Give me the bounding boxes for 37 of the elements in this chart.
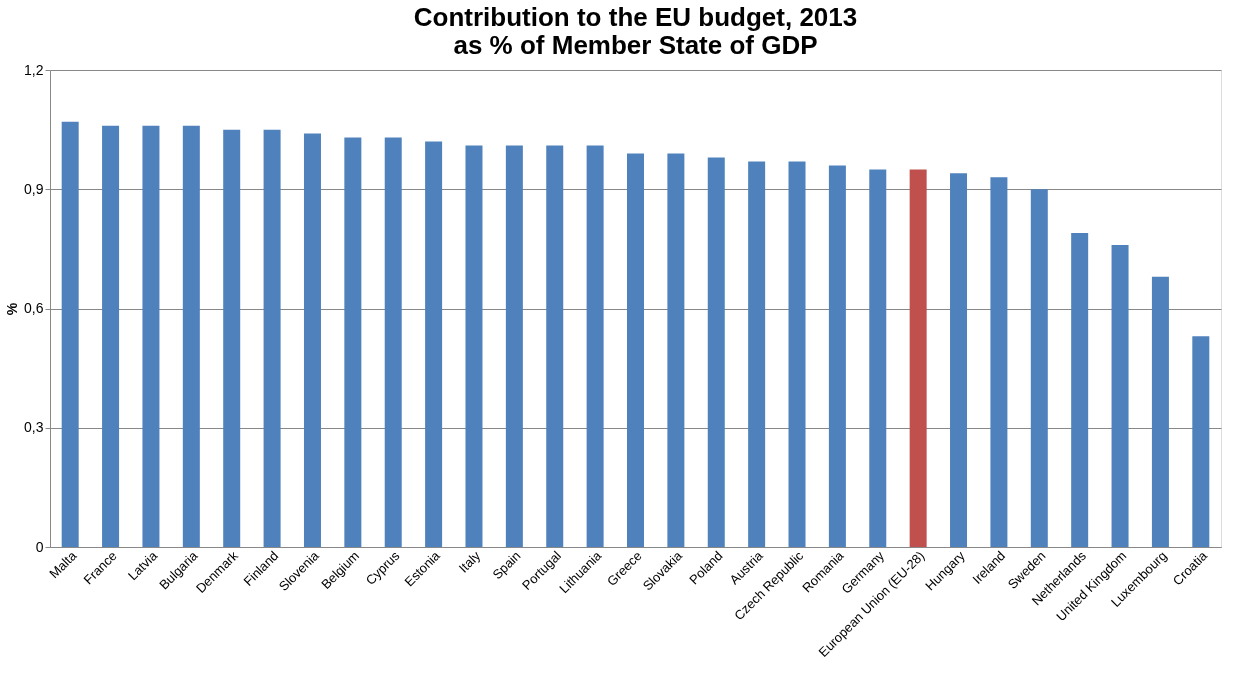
bar (465, 145, 483, 547)
bar (950, 173, 968, 547)
y-tick-label: 0,6 (24, 300, 44, 316)
bar (425, 141, 443, 547)
bar (182, 125, 200, 547)
bar (627, 153, 644, 547)
bar (788, 161, 806, 547)
bar (223, 129, 241, 547)
bar (828, 165, 846, 547)
y-tick-label: 0,9 (24, 180, 44, 197)
bar (748, 161, 766, 547)
bar (102, 125, 120, 547)
bar (667, 153, 685, 547)
bar (546, 145, 564, 547)
bar (1192, 336, 1210, 547)
bar (1071, 232, 1089, 547)
bar (142, 125, 160, 547)
bar (909, 169, 927, 547)
bar (263, 129, 281, 547)
bar (61, 121, 79, 547)
bar (505, 145, 523, 547)
x-tick-label: Italy (455, 547, 484, 576)
bar (303, 133, 321, 547)
bar (344, 137, 362, 547)
chart-title: Contribution to the EU budget, 2013 as % of Member State of GDP (413, 2, 858, 60)
y-tick-label: 0,3 (24, 419, 44, 436)
bar (1111, 244, 1129, 547)
bar (990, 177, 1008, 547)
bar (586, 145, 604, 547)
bar (707, 157, 725, 547)
bar (869, 169, 887, 547)
bar (1030, 189, 1048, 547)
y-tick-label: 1,2 (24, 61, 44, 78)
y-tick-label: 0 (35, 538, 44, 555)
y-axis-title: % (4, 302, 21, 316)
bar (384, 137, 402, 547)
bar (1151, 276, 1169, 547)
